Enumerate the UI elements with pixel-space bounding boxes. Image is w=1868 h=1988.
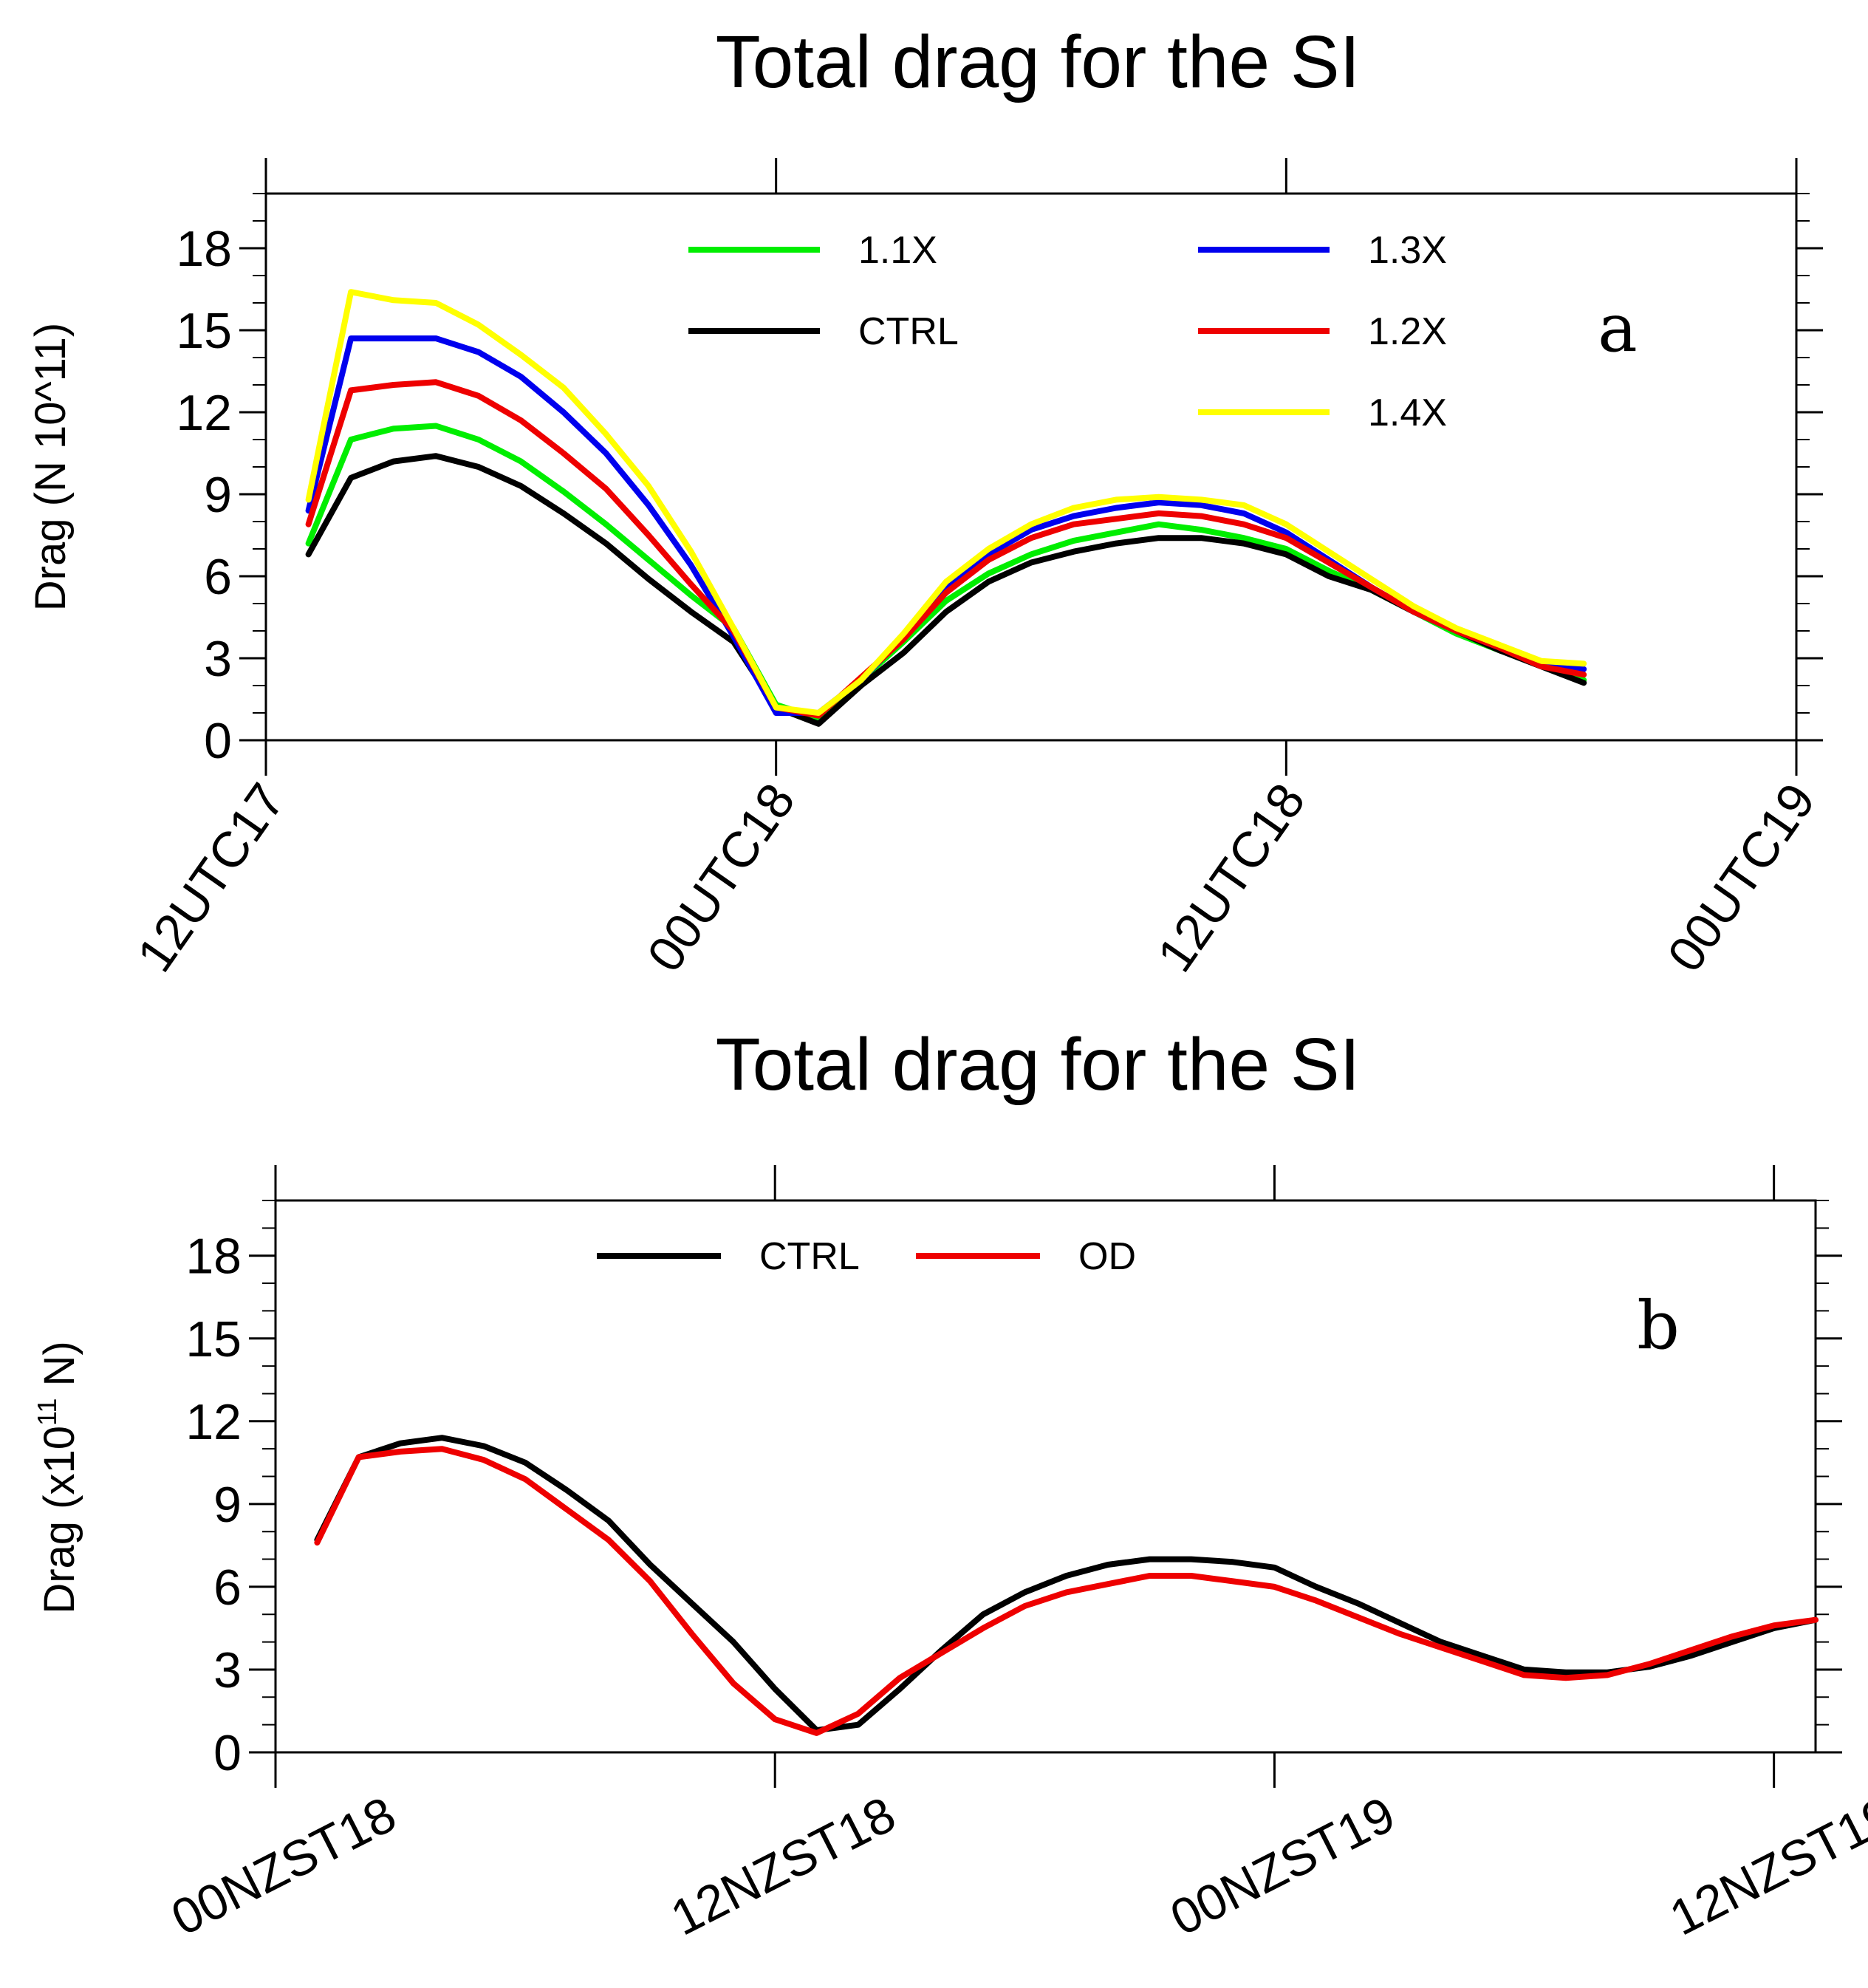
chart-a-y-tick-label: 18 xyxy=(176,221,232,277)
chart-b-y-axis-label-exponent: 11 xyxy=(32,1398,62,1426)
chart-a-panel-label: a xyxy=(1598,290,1638,367)
chart-b-y-axis-label-main: Drag (x10 xyxy=(35,1426,83,1614)
chart-b-series-group xyxy=(314,1435,1819,1736)
chart-a-legend-label: 1.1X xyxy=(858,229,937,272)
chart-b-y-tick-label: 9 xyxy=(213,1477,242,1533)
chart-b-panel-label: b xyxy=(1637,1287,1680,1364)
chart-a-y-tick-label: 9 xyxy=(204,467,232,523)
chart-a-y-tick-label: 15 xyxy=(176,303,232,359)
chart-b-legend: CTRL OD xyxy=(597,1235,1136,1278)
chart-a-legend-label: 1.2X xyxy=(1368,310,1447,353)
chart-b-y-axis-label-unit: N) xyxy=(35,1341,83,1398)
chart-b-y-axis-label: Drag (x1011 N) xyxy=(32,1341,83,1613)
chart-b-y-tick-label: 0 xyxy=(213,1725,242,1781)
chart-b-y-tick-label: 12 xyxy=(185,1394,242,1450)
chart-a-y-axis-label: Drag (N 10^11) xyxy=(27,323,75,611)
chart-a-title: Total drag for the SI xyxy=(716,21,1361,103)
chart-b-y-tick-label: 15 xyxy=(185,1311,242,1367)
chart-a-series-line-1-2x xyxy=(305,379,1587,719)
chart-a-y-tick-label: 3 xyxy=(204,631,232,687)
chart-b-series-line-od xyxy=(314,1446,1819,1736)
chart-b-y-tick-label: 3 xyxy=(213,1642,242,1698)
chart-a-y-tick-label: 12 xyxy=(176,385,232,441)
chart-b-y-tick-label: 6 xyxy=(213,1560,242,1616)
chart-b-series-line-ctrl xyxy=(314,1435,1819,1734)
chart-a-series-line-1-4x xyxy=(305,289,1587,716)
chart-a-legend-label: CTRL xyxy=(858,310,959,353)
chart-a-y-tick-label: 0 xyxy=(204,713,232,769)
chart-b-y-tick-label: 18 xyxy=(185,1229,242,1285)
chart-a-legend-label: 1.3X xyxy=(1368,229,1447,272)
chart-b-legend-label: CTRL xyxy=(759,1235,860,1278)
chart-b-legend-label: OD xyxy=(1078,1235,1136,1278)
chart-a-y-tick-label: 6 xyxy=(204,549,232,605)
chart-a-legend-label: 1.4X xyxy=(1368,392,1447,434)
chart-a-legend: 1.1X CTRL 1.3X 1.2X 1.4X xyxy=(688,229,1447,434)
chart-a-series-group xyxy=(305,289,1587,727)
chart-b-title: Total drag for the SI xyxy=(716,1023,1361,1106)
